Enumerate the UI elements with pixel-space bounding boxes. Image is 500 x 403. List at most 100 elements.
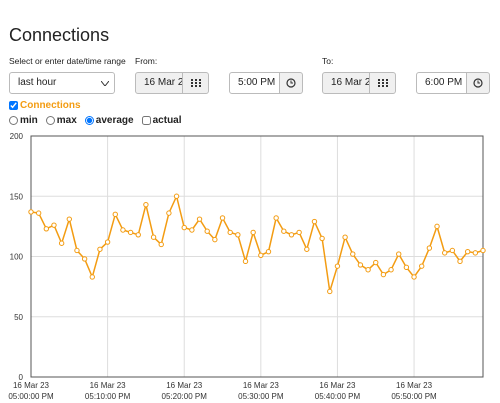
from-calendar-button[interactable]: [182, 72, 209, 94]
mode-input[interactable]: [141, 116, 151, 125]
data-point: [74, 247, 80, 254]
data-point: [166, 210, 172, 216]
x-tick-label: 16 Mar 23: [166, 381, 203, 390]
data-point: [434, 223, 440, 230]
mode-options: min max average actual: [9, 115, 182, 126]
x-tick-label: 16 Mar 23: [13, 381, 50, 390]
mode-input[interactable]: [9, 116, 18, 125]
mode-label: min: [20, 115, 38, 126]
data-point: [365, 267, 371, 273]
data-point: [373, 259, 379, 266]
calendar-icon: [190, 79, 201, 87]
data-point: [58, 240, 65, 246]
data-point: [419, 263, 425, 269]
data-point: [342, 234, 348, 240]
from-clock-button[interactable]: [279, 72, 303, 94]
data-point: [350, 251, 356, 257]
data-point: [273, 215, 279, 221]
data-point: [189, 227, 195, 233]
mode-option[interactable]: actual: [141, 115, 182, 126]
data-point: [403, 264, 410, 271]
data-point: [411, 274, 417, 280]
mode-option[interactable]: min: [9, 115, 38, 126]
mode-label: average: [95, 115, 134, 126]
data-point: [304, 246, 310, 252]
data-point: [311, 218, 318, 225]
data-point: [334, 263, 341, 269]
data-point: [181, 224, 187, 231]
data-point: [219, 215, 226, 221]
data-point: [288, 232, 295, 238]
y-tick-label: 150: [10, 192, 24, 201]
data-point: [457, 258, 463, 265]
data-point: [120, 227, 126, 233]
data-point: [250, 229, 256, 236]
data-point: [472, 250, 479, 256]
data-point: [51, 222, 57, 228]
page-title: Connections: [9, 25, 110, 45]
data-point: [319, 235, 325, 242]
data-point: [296, 229, 302, 236]
data-point: [150, 234, 157, 240]
data-point: [426, 245, 433, 251]
data-point: [380, 271, 387, 278]
data-point: [158, 241, 164, 248]
data-point: [127, 229, 134, 236]
data-point: [388, 267, 394, 273]
y-tick-label: 0: [19, 373, 24, 382]
clock-icon: [286, 78, 296, 88]
chart: 0 50 100 150 200 16 Mar 23 05:00:00 PM 16 Mar 2…: [8, 132, 486, 401]
y-tick-label: 200: [10, 132, 24, 141]
x-tick-label: 16 Mar 23: [90, 381, 127, 390]
data-point: [173, 193, 180, 199]
data-point: [235, 232, 241, 238]
data-point: [35, 210, 42, 216]
data-point: [89, 274, 95, 280]
data-point: [242, 258, 249, 265]
series-toggle[interactable]: Connections: [9, 100, 81, 111]
x-tick-label: 05:10:00 PM: [85, 392, 131, 401]
data-point: [464, 248, 471, 255]
data-point: [480, 247, 486, 254]
from-time[interactable]: 5:00 PM: [229, 72, 280, 94]
dropdown-arrow: [101, 81, 109, 86]
data-point: [212, 236, 218, 243]
mode-label: max: [56, 115, 77, 126]
to-date-value: 16 Mar 2023: [331, 77, 370, 88]
x-tick-label: 16 Mar 23: [319, 381, 356, 390]
data-point: [281, 228, 287, 234]
mode-input[interactable]: [84, 116, 94, 125]
from-date-value: 16 Mar 2023: [144, 77, 183, 88]
data-point: [104, 239, 111, 245]
legend-label: Connections: [20, 100, 81, 111]
to-time[interactable]: 6:00 PM: [416, 72, 467, 94]
range-label: Select or enter date/time range: [9, 56, 126, 66]
to-date[interactable]: 16 Mar 2023: [322, 72, 370, 94]
from-time-value: 5:00 PM: [238, 77, 276, 88]
data-point: [43, 226, 50, 232]
data-point: [66, 216, 73, 222]
data-point: [327, 288, 333, 295]
range-select[interactable]: last hour: [9, 72, 115, 94]
mode-option[interactable]: average: [84, 115, 134, 126]
to-calendar-button[interactable]: [369, 72, 396, 94]
mode-option[interactable]: max: [45, 115, 77, 126]
data-point: [441, 250, 448, 256]
plot-frame: [30, 135, 484, 378]
data-point: [396, 251, 402, 257]
x-tick-label: 05:50:00 PM: [391, 392, 437, 401]
mode-input[interactable]: [45, 116, 55, 125]
range-value: last hour: [18, 77, 57, 88]
to-clock-button[interactable]: [466, 72, 490, 94]
series-checkbox[interactable]: [9, 101, 18, 110]
data-point: [265, 248, 272, 255]
data-point: [97, 246, 103, 252]
to-label: To:: [322, 56, 334, 66]
clock-icon: [473, 78, 483, 88]
from-date[interactable]: 16 Mar 2023: [135, 72, 183, 94]
calendar-icon: [377, 79, 388, 87]
data-point: [135, 232, 141, 238]
x-tick-label: 16 Mar 23: [243, 381, 280, 390]
data-point: [28, 209, 34, 215]
